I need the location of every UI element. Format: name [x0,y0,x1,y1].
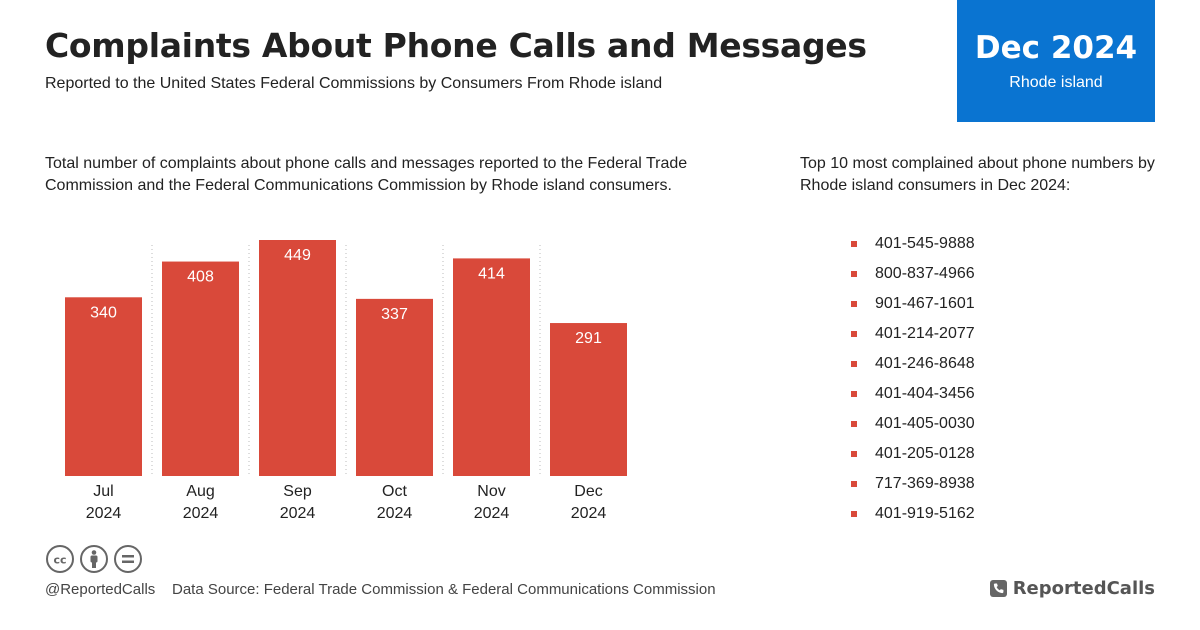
list-item: 401-214-2077 [850,323,975,353]
x-tick-month: Oct [382,483,407,500]
list-item: 901-467-1601 [850,293,975,323]
phone-number: 800-837-4966 [875,265,975,282]
x-tick-month: Jul [93,483,113,500]
bar-oct [356,298,433,476]
list-item: 401-919-5162 [850,503,975,533]
x-tick-month: Sep [283,483,312,500]
brand-name: ReportedCalls [1012,578,1155,599]
bullet-icon [851,451,857,457]
phone-number: 901-467-1601 [875,295,975,312]
list-item: 401-205-0128 [850,443,975,473]
bar-jul [65,297,142,476]
phone-number: 401-405-0030 [875,415,975,432]
complaints-bar-chart: 340 Jul 2024 408 Aug 2024 449 Sep 2024 337 Oct 2024… [65,240,627,522]
x-tick-month: Aug [186,483,214,500]
x-tick-year: 2024 [183,505,219,522]
list-item: 401-405-0030 [850,413,975,443]
bar-nov [453,258,530,476]
nd-icon [114,545,142,573]
bar-value-label: 449 [284,247,311,264]
date-badge-region: Rhode island [1009,74,1103,91]
phone-number: 401-246-8648 [875,355,975,372]
top-numbers-description: Top 10 most complained about phone numbe… [800,155,1155,194]
x-tick-year: 2024 [571,505,607,522]
brand-logo: ReportedCalls [989,578,1155,599]
x-tick-year: 2024 [86,505,122,522]
chart-description: Total number of complaints about phone c… [45,155,688,194]
footer-source: Data Source: Federal Trade Commission & … [172,581,716,598]
list-item: 800-837-4966 [850,263,975,293]
bar-value-label: 291 [575,330,602,347]
x-tick-month: Dec [574,483,602,500]
x-tick-year: 2024 [474,505,510,522]
by-icon [80,545,108,573]
phone-icon [989,580,1007,597]
phone-number: 401-919-5162 [875,505,975,522]
svg-text:cc: cc [53,554,66,567]
bar-value-label: 408 [187,269,214,286]
phone-number: 401-214-2077 [875,325,975,342]
list-item: 717-369-8938 [850,473,975,503]
bullet-icon [851,331,857,337]
bar-value-label: 340 [90,304,117,321]
x-tick-year: 2024 [377,505,413,522]
bullet-icon [851,271,857,277]
phone-number: 401-545-9888 [875,235,975,252]
license-icons: cc [45,544,143,574]
page-title: Complaints About Phone Calls and Message… [45,26,867,65]
footer-handle: @ReportedCalls [45,581,156,598]
date-badge: Dec 2024 Rhode island [957,0,1155,122]
bar-value-label: 337 [381,306,408,323]
bar-value-label: 414 [478,265,505,282]
x-tick-month: Nov [477,483,505,500]
list-item: 401-246-8648 [850,353,975,383]
page-subtitle: Reported to the United States Federal Co… [45,75,663,92]
bullet-icon [851,421,857,427]
bullet-icon [851,241,857,247]
date-badge-period: Dec 2024 [974,30,1138,66]
list-item: 401-545-9888 [850,233,975,263]
bar-aug [162,261,239,476]
phone-number: 401-404-3456 [875,385,975,402]
bullet-icon [851,511,857,517]
bullet-icon [851,481,857,487]
x-tick-year: 2024 [280,505,316,522]
bar-sep [259,240,336,476]
phone-number: 717-369-8938 [875,475,975,492]
bullet-icon [851,301,857,307]
phone-number: 401-205-0128 [875,445,975,462]
bullet-icon [851,391,857,397]
list-item: 401-404-3456 [850,383,975,413]
bullet-icon [851,361,857,367]
top-numbers-list: 401-545-9888 800-837-4966 901-467-1601 4… [850,233,975,533]
cc-icon: cc [46,545,74,573]
bar-dec [550,323,627,476]
